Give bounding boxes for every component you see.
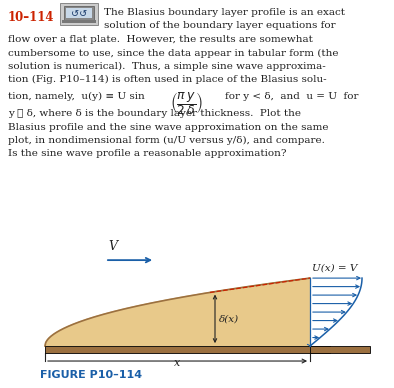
Text: for y < δ,  and  u = U  for: for y < δ, and u = U for xyxy=(225,92,359,101)
Bar xyxy=(66,8,92,18)
Bar xyxy=(60,3,98,25)
Text: y ≪ δ, where δ is the boundary layer thickness.  Plot the: y ≪ δ, where δ is the boundary layer thi… xyxy=(8,109,301,118)
Text: V: V xyxy=(108,240,117,253)
Text: plot, in nondimensional form (u/U versus y/δ), and compare.: plot, in nondimensional form (u/U versus… xyxy=(8,136,325,145)
Text: 10–114: 10–114 xyxy=(8,11,54,24)
Text: δ(x): δ(x) xyxy=(219,314,239,323)
Polygon shape xyxy=(45,278,310,346)
Text: tion (Fig. P10–114) is often used in place of the Blasius solu-: tion (Fig. P10–114) is often used in pla… xyxy=(8,75,327,84)
Text: Blasius profile and the sine wave approximation on the same: Blasius profile and the sine wave approx… xyxy=(8,123,329,132)
Text: cumbersome to use, since the data appear in tabular form (the: cumbersome to use, since the data appear… xyxy=(8,48,338,58)
Text: FIGURE P10–114: FIGURE P10–114 xyxy=(40,370,142,380)
Text: U(x) = V: U(x) = V xyxy=(312,263,357,272)
Text: The Blasius boundary layer profile is an exact: The Blasius boundary layer profile is an… xyxy=(104,8,345,17)
Text: Is the sine wave profile a reasonable approximation?: Is the sine wave profile a reasonable ap… xyxy=(8,149,286,158)
Text: tion, namely,  u(y) ≡ U sin: tion, namely, u(y) ≡ U sin xyxy=(8,92,145,101)
Text: flow over a flat plate.  However, the results are somewhat: flow over a flat plate. However, the res… xyxy=(8,35,313,44)
Text: ↺↺: ↺↺ xyxy=(71,9,87,19)
Bar xyxy=(62,20,96,23)
Bar xyxy=(45,346,330,353)
Bar xyxy=(310,346,370,353)
Text: solution of the boundary layer equations for: solution of the boundary layer equations… xyxy=(104,21,336,30)
Bar xyxy=(64,6,94,20)
Text: x: x xyxy=(175,358,180,368)
Text: $\left(\dfrac{\pi\, y}{2\, \delta}\right)$: $\left(\dfrac{\pi\, y}{2\, \delta}\right… xyxy=(170,90,203,117)
Text: solution is numerical).  Thus, a simple sine wave approxima-: solution is numerical). Thus, a simple s… xyxy=(8,62,326,71)
